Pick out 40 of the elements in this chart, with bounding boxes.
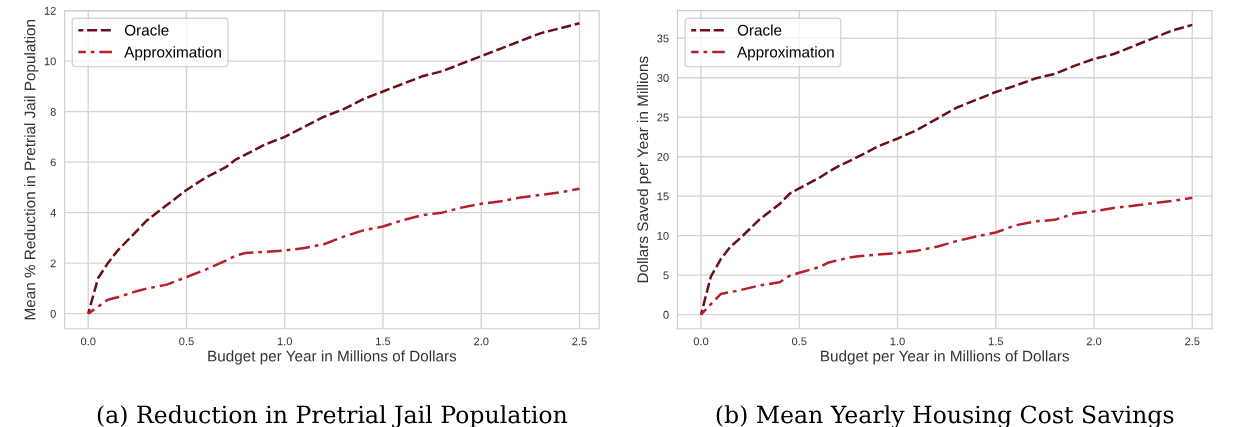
line-series — [699, 23, 1194, 316]
x-tick-label: 1.0 — [890, 337, 905, 346]
x-axis-title: Budget per Year in Millions of Dollars — [821, 350, 1069, 365]
y-tick-label: 2 — [50, 259, 56, 268]
line-series — [699, 196, 1194, 316]
legend-label: Approximation — [737, 46, 834, 61]
y-tick-label: 15 — [657, 192, 669, 201]
y-tick-label: 20 — [657, 152, 669, 161]
y-tick-label: 12 — [44, 6, 56, 15]
x-tick-label: 2.5 — [1185, 337, 1200, 346]
y-tick-label: 6 — [50, 158, 56, 167]
y-tick-label: 10 — [657, 231, 669, 240]
x-tick-label: 2.0 — [474, 337, 489, 346]
x-axis-title: Budget per Year in Millions of Dollars — [208, 350, 457, 365]
y-tick-label: 4 — [50, 209, 56, 217]
legend-label: Approximation — [124, 46, 221, 61]
y-tick-label: 10 — [44, 57, 56, 66]
x-tick-label: 2.5 — [572, 337, 587, 346]
x-tick-label: 0.5 — [791, 337, 807, 346]
y-tick-label: 0 — [50, 309, 56, 318]
line-series — [86, 22, 581, 315]
text: (a) Reduction in Pretrial Jail Population — [97, 405, 568, 427]
y-tick-label: 30 — [657, 74, 669, 82]
y-tick-label: 25 — [657, 113, 669, 122]
x-tick-label: 2.0 — [1086, 337, 1102, 346]
legend-label: Oracle — [737, 24, 782, 36]
y-tick-label: 5 — [663, 271, 669, 280]
y-tick-label: 35 — [657, 34, 669, 43]
y-tick-label: 8 — [50, 107, 56, 116]
y-axis-title: Dollars Saved per Year in Millions — [636, 56, 652, 283]
x-tick-label: 0.0 — [80, 337, 96, 346]
x-tick-label: 1.0 — [277, 337, 293, 346]
y-tick-label: 0 — [663, 310, 669, 319]
x-tick-label: 1.5 — [376, 337, 391, 346]
x-tick-label: 1.5 — [988, 337, 1004, 346]
legend-label: Oracle — [124, 24, 169, 36]
line-series — [86, 187, 581, 315]
x-tick-label: 0.0 — [693, 337, 709, 346]
x-tick-label: 0.5 — [179, 337, 194, 346]
y-axis-title: Mean % Reduction in Pretrial Jail Population — [24, 19, 39, 320]
